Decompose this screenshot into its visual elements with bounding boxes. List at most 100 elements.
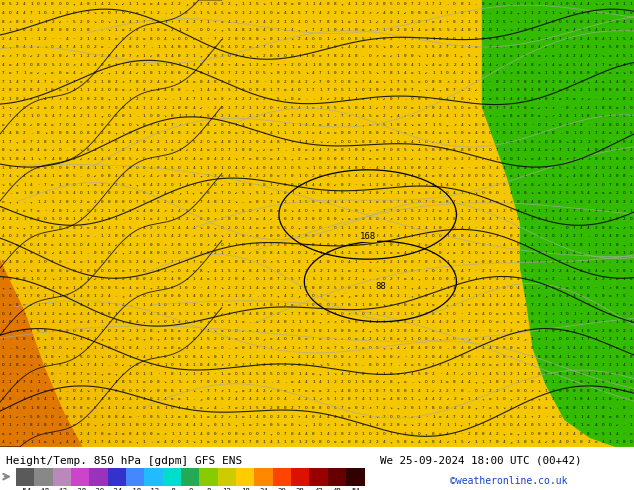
Text: 1: 1: [23, 294, 25, 298]
Text: O: O: [185, 355, 188, 359]
Text: 7: 7: [453, 200, 456, 204]
Text: 8: 8: [446, 88, 449, 92]
Text: o: o: [101, 11, 103, 15]
Text: ↗: ↗: [136, 355, 138, 359]
Text: o: o: [552, 260, 555, 264]
Text: 0: 0: [44, 28, 47, 32]
Text: 8: 8: [37, 131, 40, 135]
Text: O: O: [291, 226, 294, 230]
Text: 2: 2: [327, 148, 329, 152]
Text: 4: 4: [545, 200, 548, 204]
Text: 4: 4: [432, 54, 435, 58]
Text: O: O: [312, 294, 315, 298]
Text: 2: 2: [404, 20, 406, 24]
Text: 2: 2: [249, 28, 251, 32]
Text: 7: 7: [2, 80, 4, 84]
Bar: [163, 467, 181, 486]
Text: o: o: [559, 183, 562, 187]
Text: o: o: [291, 286, 294, 290]
Text: ↙: ↙: [340, 338, 343, 342]
Text: 0: 0: [157, 166, 160, 170]
Text: -: -: [16, 397, 18, 401]
Text: 2: 2: [235, 243, 237, 247]
Text: 4: 4: [566, 37, 569, 41]
Text: 2: 2: [115, 355, 117, 359]
Text: 5: 5: [199, 122, 202, 127]
Text: o: o: [623, 260, 625, 264]
Text: -: -: [58, 372, 61, 376]
Text: 0: 0: [101, 200, 103, 204]
Text: +: +: [150, 286, 153, 290]
Text: 1: 1: [361, 71, 364, 75]
Text: 0: 0: [481, 2, 484, 6]
Text: o: o: [609, 131, 611, 135]
Text: o: o: [277, 11, 280, 15]
Text: 0: 0: [481, 122, 484, 127]
Text: O: O: [340, 260, 343, 264]
Text: O: O: [368, 294, 371, 298]
Text: 5: 5: [122, 226, 124, 230]
Text: 1: 1: [115, 312, 117, 316]
Text: 0: 0: [65, 415, 68, 418]
Text: 4: 4: [630, 37, 632, 41]
Text: O: O: [340, 320, 343, 324]
Text: 2: 2: [305, 80, 307, 84]
Text: 4: 4: [192, 423, 195, 427]
Text: 1: 1: [298, 174, 301, 178]
Text: 2: 2: [143, 329, 146, 333]
Text: ↗: ↗: [510, 2, 512, 6]
Text: o: o: [361, 97, 364, 101]
Text: +: +: [616, 312, 618, 316]
Text: 0: 0: [545, 97, 548, 101]
Text: 4: 4: [510, 406, 512, 410]
Text: 1: 1: [235, 294, 237, 298]
Text: 2: 2: [86, 338, 89, 342]
Text: 2: 2: [333, 303, 336, 307]
Text: 5: 5: [291, 105, 294, 109]
Text: 1: 1: [122, 346, 124, 350]
Text: 4: 4: [552, 183, 555, 187]
Text: 2: 2: [65, 397, 68, 401]
Text: -: -: [404, 355, 406, 359]
Text: 7: 7: [30, 11, 33, 15]
Text: 2: 2: [319, 28, 322, 32]
Text: 0: 0: [65, 200, 68, 204]
Text: 8: 8: [270, 209, 273, 213]
Text: 5: 5: [129, 157, 131, 161]
Text: 4: 4: [256, 286, 259, 290]
Text: 1: 1: [305, 105, 307, 109]
Text: 4: 4: [284, 294, 287, 298]
Text: ↙: ↙: [284, 355, 287, 359]
Text: 2: 2: [129, 192, 131, 196]
Text: O: O: [411, 217, 413, 221]
Text: ↘: ↘: [375, 355, 378, 359]
Text: 0: 0: [446, 277, 449, 281]
Text: 4: 4: [361, 294, 364, 298]
Text: 2: 2: [115, 389, 117, 393]
Text: O: O: [30, 217, 33, 221]
Text: 0: 0: [580, 269, 583, 272]
Text: 8: 8: [524, 114, 526, 118]
Text: O: O: [623, 312, 625, 316]
Text: 4: 4: [601, 217, 604, 221]
Text: o: o: [481, 140, 484, 144]
Text: 1: 1: [178, 28, 181, 32]
Text: 0: 0: [108, 286, 110, 290]
Text: ↘: ↘: [44, 46, 47, 49]
Text: 0: 0: [566, 2, 569, 6]
Text: 7: 7: [446, 11, 449, 15]
Text: 5: 5: [333, 286, 336, 290]
Text: ↙: ↙: [37, 46, 40, 49]
Text: o: o: [439, 63, 442, 67]
Text: 4: 4: [609, 200, 611, 204]
Text: 2: 2: [503, 209, 505, 213]
Text: 0: 0: [368, 380, 371, 384]
Text: 0: 0: [37, 122, 40, 127]
Text: 1: 1: [481, 88, 484, 92]
Text: 1: 1: [291, 46, 294, 49]
Text: 0: 0: [425, 372, 427, 376]
Text: 2: 2: [594, 243, 597, 247]
Text: o: o: [609, 251, 611, 255]
Text: 2: 2: [510, 80, 512, 84]
Text: -: -: [630, 406, 632, 410]
